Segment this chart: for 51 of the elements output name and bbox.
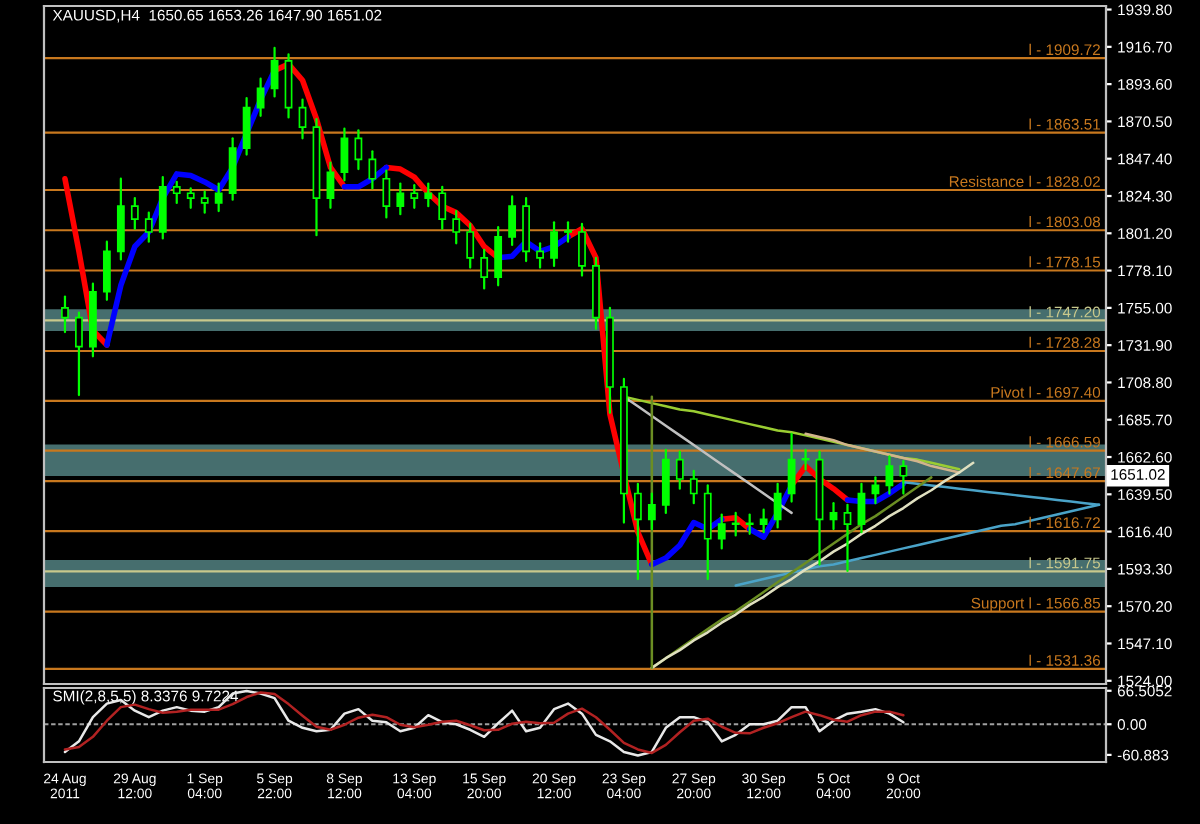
candlestick — [382, 169, 391, 219]
candlestick — [661, 448, 670, 514]
candlestick — [172, 180, 181, 205]
candlestick — [550, 221, 558, 268]
candlestick — [256, 77, 265, 117]
candlestick — [480, 248, 489, 290]
candlestick — [508, 195, 517, 247]
candlestick — [745, 513, 754, 535]
candlestick — [284, 53, 293, 119]
candlestick — [452, 209, 461, 245]
candlestick — [368, 150, 377, 190]
candlestick — [829, 502, 838, 531]
candlestick — [144, 211, 153, 243]
candlestick — [242, 96, 251, 156]
candlestick — [228, 137, 237, 201]
candlestick — [61, 295, 69, 334]
candlestick — [298, 98, 307, 140]
candlestick — [731, 511, 740, 537]
candlestick — [689, 469, 698, 505]
candlestick — [703, 484, 712, 581]
candlestick — [717, 513, 726, 550]
candlestick — [494, 226, 503, 287]
candlestick — [200, 190, 209, 214]
candlestick — [75, 311, 83, 397]
candlestick — [675, 450, 684, 490]
candlestick — [522, 196, 531, 263]
candlestick — [326, 161, 335, 209]
candlestick — [396, 182, 405, 216]
line-series — [804, 432, 961, 474]
candlestick — [843, 503, 852, 573]
candlestick — [759, 508, 768, 534]
candlestick — [186, 187, 195, 209]
candlestick — [438, 185, 447, 230]
candlestick — [130, 196, 139, 230]
candlestick — [633, 482, 642, 581]
candlestick — [857, 482, 866, 534]
candlestick — [410, 184, 419, 209]
candlestick — [885, 455, 894, 495]
candlestick — [214, 182, 223, 213]
candlestick — [102, 240, 111, 301]
candlestick — [564, 221, 572, 243]
candlestick — [158, 176, 167, 240]
candlestick — [466, 222, 475, 269]
candlestick — [536, 242, 544, 269]
candlestick — [270, 46, 279, 98]
candlestick — [773, 482, 782, 529]
candlestick — [116, 177, 125, 261]
candlestick — [578, 222, 586, 277]
candlestick — [424, 182, 433, 208]
candlestick — [899, 460, 908, 495]
candlestick — [647, 492, 656, 531]
